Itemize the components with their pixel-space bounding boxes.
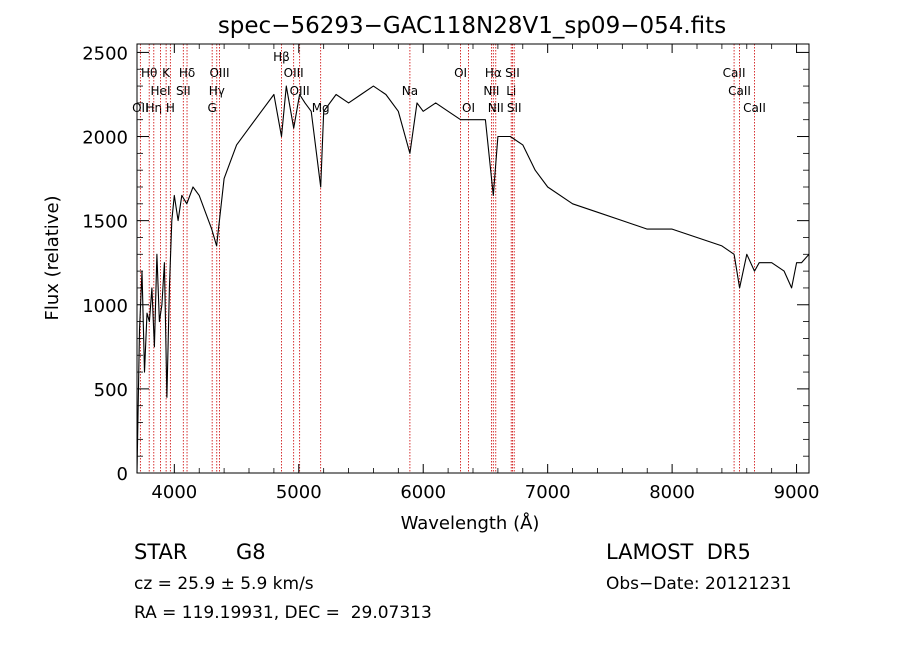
- obs-date: Obs−Date: 20121231: [606, 574, 792, 594]
- spectral-line-markers: OIIHθHηHeIKHSIIHδGHγOIIIHβOIIIOIIIMgNaOI…: [132, 44, 766, 473]
- x-axis-label: Wavelength (Å): [401, 512, 540, 534]
- y-axis-label: Flux (relative): [42, 195, 63, 320]
- line-label-12: OIII: [284, 66, 304, 80]
- line-label-17: OI: [462, 101, 475, 115]
- line-label-3: HeI: [151, 84, 171, 98]
- line-label-23: SII: [507, 101, 522, 115]
- x-tick-label-0: 4000: [151, 482, 197, 503]
- line-label-6: SII: [176, 84, 191, 98]
- line-label-24: CaII: [723, 66, 746, 80]
- line-label-26: CaII: [743, 101, 766, 115]
- spectrum-series: [136, 85, 810, 474]
- redshift-text: cz = 25.9 ± 5.9 km/s: [134, 574, 314, 594]
- chart-title: spec−56293−GAC118N28V1_sp09−054.fits: [218, 13, 726, 39]
- x-tick-label-2: 6000: [400, 482, 446, 503]
- line-label-2: Hη: [145, 101, 162, 115]
- line-label-25: CaII: [728, 84, 751, 98]
- object-subclass: G8: [236, 540, 266, 564]
- line-label-14: Mg: [312, 101, 330, 115]
- line-label-13: OIII: [290, 84, 310, 98]
- y-tick-label-4: 2000: [82, 128, 128, 149]
- line-label-5: H: [166, 101, 175, 115]
- x-tick-label-1: 5000: [276, 482, 322, 503]
- coordinates: RA = 119.19931, DEC = 29.07313: [134, 603, 432, 623]
- y-tick-label-2: 1000: [82, 296, 128, 317]
- y-tick-label-3: 1500: [82, 212, 128, 233]
- line-label-15: Na: [402, 84, 418, 98]
- x-tick-label-4: 8000: [649, 482, 695, 503]
- y-tick-label-5: 2500: [82, 43, 128, 64]
- line-label-22: SII: [505, 66, 520, 80]
- survey-name: LAMOST DR5: [606, 540, 751, 564]
- line-label-1: Hθ: [141, 66, 157, 80]
- line-label-7: Hδ: [179, 66, 195, 80]
- axes: 4000 5000 6000 7000 8000 9000 0 500 1000 1500 2000…: [82, 43, 819, 503]
- line-label-11: Hβ: [273, 50, 290, 64]
- line-label-16: OI: [454, 66, 467, 80]
- line-label-20: NII: [488, 101, 504, 115]
- line-label-9: Hγ: [209, 84, 225, 98]
- line-label-19: Hα: [485, 66, 502, 80]
- y-tick-label-0: 0: [117, 464, 128, 485]
- object-class: STAR: [134, 540, 188, 564]
- line-label-8: G: [208, 101, 217, 115]
- line-label-0: OII: [132, 101, 149, 115]
- y-tick-label-1: 500: [94, 380, 128, 401]
- spectrum-line-0: [136, 85, 810, 474]
- x-tick-label-3: 7000: [525, 482, 571, 503]
- line-label-4: K: [162, 66, 171, 80]
- line-label-21: Li: [506, 84, 516, 98]
- line-label-10: OIII: [209, 66, 229, 80]
- x-tick-label-5: 9000: [774, 482, 820, 503]
- line-label-18: NII: [483, 84, 499, 98]
